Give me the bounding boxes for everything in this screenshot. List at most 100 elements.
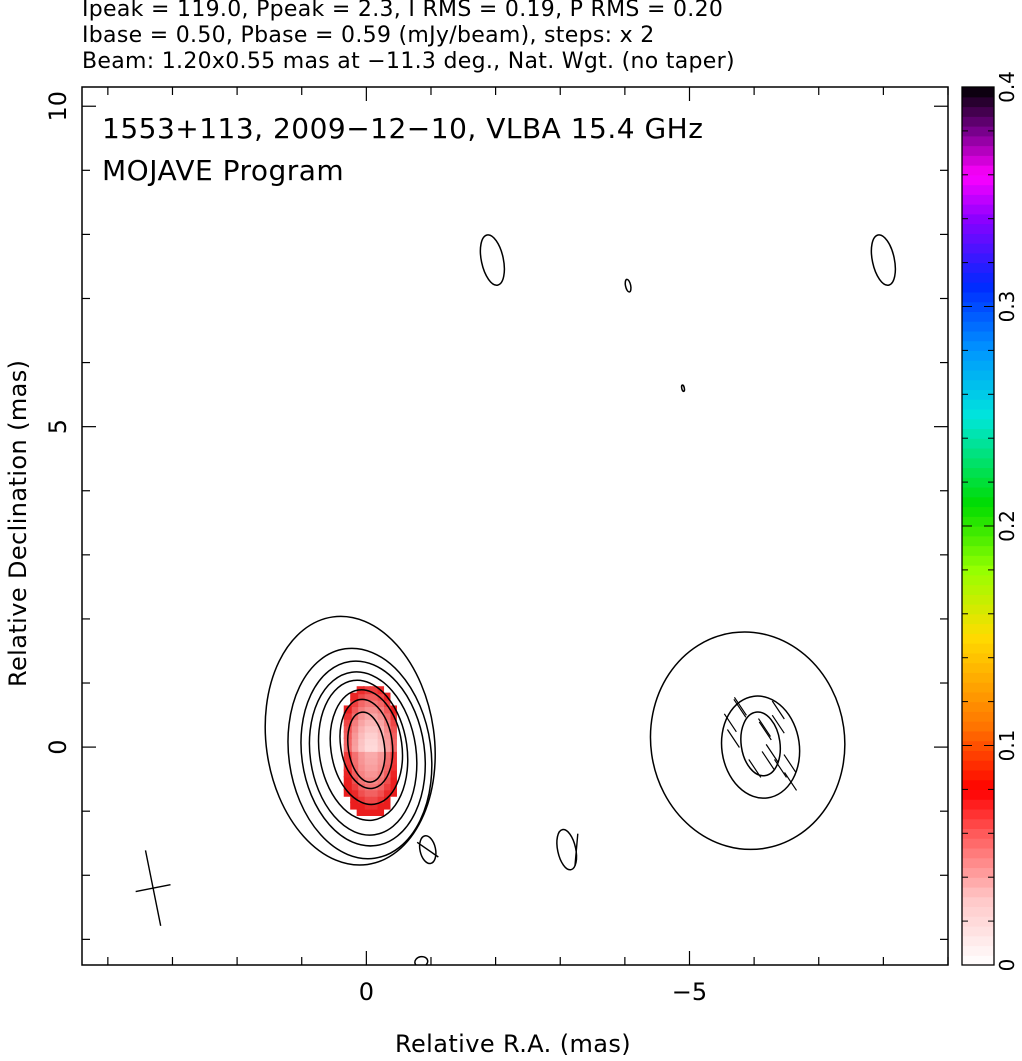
- colorbar-tick-label: 0.2: [995, 510, 1019, 542]
- colorbar-tick-label: 0.1: [995, 730, 1019, 762]
- colorbar-swatch: [962, 116, 994, 126]
- colorbar-swatch: [962, 438, 994, 448]
- colorbar-swatch: [962, 136, 994, 146]
- colorbar-swatch: [962, 770, 994, 780]
- colorbar-swatch: [962, 760, 994, 770]
- colorbar-swatch: [962, 643, 994, 653]
- y-tick-label: 10: [44, 91, 72, 122]
- colorbar-swatch: [962, 331, 994, 341]
- jet-contour: [737, 709, 784, 778]
- colorbar-swatch: [962, 702, 994, 712]
- colorbar-swatch: [962, 360, 994, 370]
- colorbar-swatch: [962, 155, 994, 165]
- colorbar-swatch: [962, 906, 994, 916]
- colorbar-swatch: [962, 380, 994, 390]
- colorbar-swatch: [962, 624, 994, 634]
- colorbar-swatch: [962, 341, 994, 351]
- jet-contour: [715, 691, 806, 803]
- colorbar-swatch: [962, 780, 994, 790]
- colorbar-swatch: [962, 731, 994, 741]
- colorbar-swatch: [962, 594, 994, 604]
- colorbar-tick-label: 0.4: [995, 71, 1019, 103]
- colorbar-swatch: [962, 321, 994, 331]
- colorbar-swatch: [962, 497, 994, 507]
- small-contour: [414, 955, 429, 968]
- plot-frame: [82, 87, 948, 965]
- evpa-tick: [759, 722, 771, 740]
- evpa-tick: [784, 755, 796, 773]
- colorbar-swatch: [962, 263, 994, 273]
- colorbar-swatch: [962, 692, 994, 702]
- small-contour: [867, 233, 899, 288]
- x-tick-label: 0: [359, 978, 374, 1006]
- evpa-tick: [734, 697, 746, 715]
- colorbar-swatch: [962, 799, 994, 809]
- colorbar-swatch: [962, 448, 994, 458]
- colorbar-swatch: [962, 604, 994, 614]
- colorbar-swatch: [962, 867, 994, 877]
- colorbar-swatch: [962, 858, 994, 868]
- colorbar-swatch: [962, 663, 994, 673]
- colorbar-swatch: [962, 350, 994, 360]
- colorbar-swatch: [962, 555, 994, 565]
- colorbar-swatch: [962, 233, 994, 243]
- colorbar-swatch: [962, 506, 994, 516]
- colorbar-swatch: [962, 955, 994, 965]
- colorbar-swatch: [962, 711, 994, 721]
- colorbar-swatch: [962, 633, 994, 643]
- colorbar-swatch: [962, 253, 994, 263]
- colorbar-swatch: [962, 546, 994, 556]
- colorbar-swatch: [962, 165, 994, 175]
- colorbar-swatch: [962, 419, 994, 429]
- small-contour: [624, 279, 632, 293]
- colorbar-swatch: [962, 243, 994, 253]
- colorbar-swatch: [962, 516, 994, 526]
- x-tick-label: −5: [672, 978, 707, 1006]
- colorbar-swatch: [962, 175, 994, 185]
- colorbar-swatch: [962, 146, 994, 156]
- colorbar-tick-label: 0: [995, 959, 1019, 972]
- colorbar-swatch: [962, 370, 994, 380]
- colorbar-swatch: [962, 819, 994, 829]
- colorbar-swatch: [962, 97, 994, 107]
- small-contour: [476, 233, 508, 288]
- colorbar-swatch: [962, 409, 994, 419]
- colorbar-swatch: [962, 585, 994, 595]
- colorbar-swatch: [962, 838, 994, 848]
- y-axis-label: Relative Declination (mas): [4, 367, 32, 687]
- evpa-tick: [727, 729, 739, 747]
- colorbar-swatch: [962, 428, 994, 438]
- colorbar-swatch: [962, 672, 994, 682]
- chart-subtitle: MOJAVE Program: [102, 154, 344, 187]
- colorbar-swatch: [962, 107, 994, 117]
- colorbar-swatch: [962, 750, 994, 760]
- colorbar-swatch: [962, 292, 994, 302]
- colorbar-swatch: [962, 682, 994, 692]
- evpa-tick: [774, 759, 786, 777]
- colorbar-swatch: [962, 272, 994, 282]
- colorbar-swatch: [962, 204, 994, 214]
- colorbar-swatch: [962, 848, 994, 858]
- colorbar-swatch: [962, 926, 994, 936]
- colorbar-swatch: [962, 789, 994, 799]
- colorbar-swatch: [962, 311, 994, 321]
- y-tick-label: 5: [44, 419, 72, 434]
- colorbar-swatch: [962, 458, 994, 468]
- colorbar-tick-label: 0.3: [995, 291, 1019, 323]
- small-contour: [681, 385, 685, 392]
- colorbar-swatch: [962, 887, 994, 897]
- colorbar-swatch: [962, 809, 994, 819]
- jet-contour: [636, 619, 858, 862]
- colorbar-swatch: [962, 575, 994, 585]
- colorbar-swatch: [962, 224, 994, 234]
- colorbar-swatch: [962, 721, 994, 731]
- y-tick-label: 0: [44, 739, 72, 754]
- colorbar-swatch: [962, 897, 994, 907]
- colorbar-swatch: [962, 936, 994, 946]
- x-axis-label: Relative R.A. (mas): [395, 1030, 631, 1058]
- colorbar-swatch: [962, 614, 994, 624]
- evpa-tick: [724, 714, 736, 732]
- colorbar-swatch: [962, 399, 994, 409]
- chart-title: 1553+113, 2009−12−10, VLBA 15.4 GHz: [102, 112, 703, 145]
- colorbar-swatch: [962, 87, 994, 97]
